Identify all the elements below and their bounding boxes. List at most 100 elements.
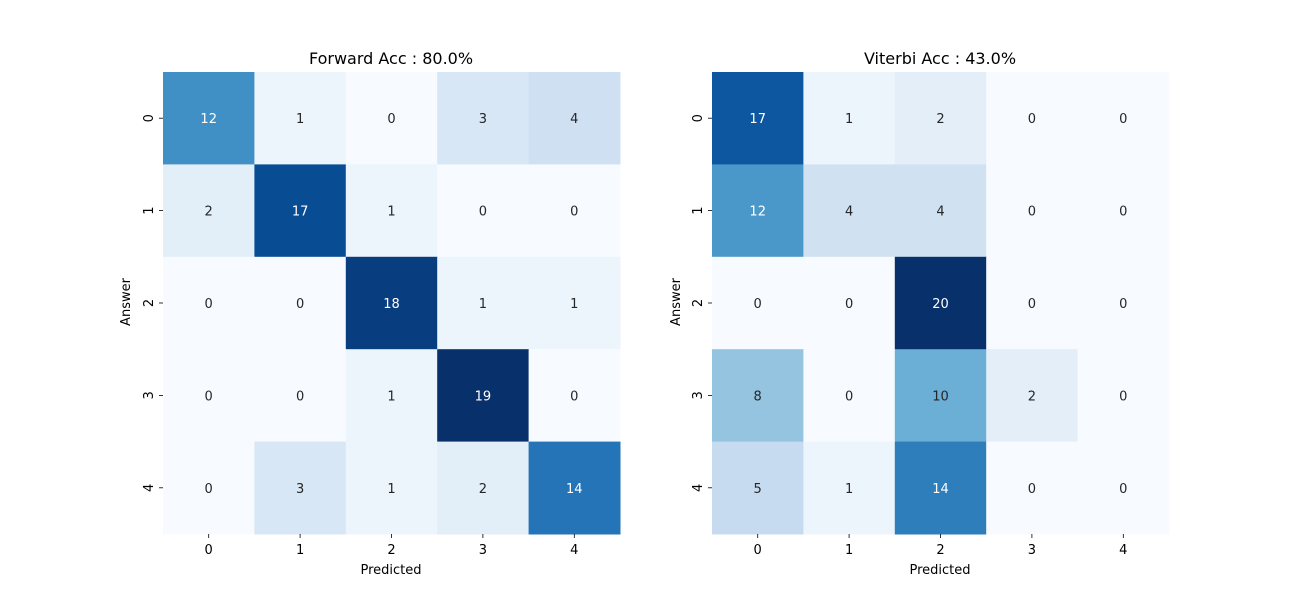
viterbi-cell-r2-c4 <box>1077 256 1170 350</box>
forward-x-tick-label-3: 3 <box>479 543 487 558</box>
forward-cell-value-r4-c3: 2 <box>479 482 487 497</box>
forward-cell-r4-c4 <box>528 441 621 535</box>
viterbi-chart-title: Viterbi Acc : 43.0% <box>864 49 1016 68</box>
forward-cell-value-r2-c1: 0 <box>296 297 304 312</box>
forward-y-tick-label-0: 0 <box>142 114 157 122</box>
viterbi-cell-r0-c2 <box>894 72 987 165</box>
forward-cell-value-r4-c0: 0 <box>205 482 213 497</box>
forward-y-tick-label-2: 2 <box>142 299 157 307</box>
forward-cell-value-r4-c1: 3 <box>296 482 304 497</box>
forward-cell-value-r2-c2: 18 <box>383 297 400 312</box>
forward-cell-r0-c1 <box>254 72 347 165</box>
viterbi-cell-r4-c4 <box>1077 441 1170 535</box>
forward-cell-value-r3-c3: 19 <box>475 389 492 404</box>
viterbi-cell-value-r3-c0: 8 <box>754 389 762 404</box>
viterbi-cell-value-r2-c0: 0 <box>754 297 762 312</box>
forward-y-tick-label-3: 3 <box>142 391 157 399</box>
forward-x-axis-label: Predicted <box>360 563 421 578</box>
viterbi-cell-value-r3-c1: 0 <box>845 389 853 404</box>
forward-cell-value-r0-c2: 0 <box>387 112 395 127</box>
viterbi-cell-value-r2-c1: 0 <box>845 297 853 312</box>
viterbi-cell-r4-c3 <box>986 441 1079 535</box>
viterbi-y-tick-label-1: 1 <box>691 206 706 214</box>
forward-x-tick-label-4: 4 <box>570 543 578 558</box>
forward-cell-r1-c3 <box>437 164 530 258</box>
forward-cell-r4-c3 <box>437 441 530 535</box>
viterbi-cell-r1-c4 <box>1077 164 1170 258</box>
viterbi-cell-value-r0-c1: 1 <box>845 112 853 127</box>
viterbi-y-ticks: 0 1 2 3 4 <box>691 114 712 492</box>
forward-cell-r0-c2 <box>345 72 438 165</box>
viterbi-cell-r3-c4 <box>1077 349 1170 443</box>
viterbi-x-tick-label-1: 1 <box>845 543 853 558</box>
viterbi-y-tick-label-3: 3 <box>691 391 706 399</box>
viterbi-cell-value-r2-c4: 0 <box>1119 297 1127 312</box>
viterbi-cell-value-r1-c4: 0 <box>1119 205 1127 220</box>
viterbi-cell-value-r1-c0: 12 <box>749 205 766 220</box>
forward-y-ticks: 0 1 2 3 4 <box>142 114 163 492</box>
viterbi-cell-r2-c1 <box>803 256 896 350</box>
forward-heatmap-panel: Forward Acc : 80.0% 12 1 0 3 42 17 1 0 00 0 18 1 10 0… <box>119 49 621 578</box>
forward-cell-value-r0-c3: 3 <box>479 112 487 127</box>
forward-cell-r3-c1 <box>254 349 347 443</box>
viterbi-cell-value-r0-c4: 0 <box>1119 112 1127 127</box>
forward-cell-value-r1-c1: 17 <box>292 205 309 220</box>
viterbi-x-tick-label-4: 4 <box>1119 543 1127 558</box>
forward-cell-value-r0-c4: 4 <box>570 112 578 127</box>
viterbi-y-tick-label-0: 0 <box>691 114 706 122</box>
viterbi-y-tick-label-2: 2 <box>691 299 706 307</box>
viterbi-x-ticks: 0 1 2 3 4 <box>754 534 1127 558</box>
forward-y-tick-label-1: 1 <box>142 206 157 214</box>
viterbi-cell-r3-c1 <box>803 349 896 443</box>
forward-cell-value-r2-c0: 0 <box>205 297 213 312</box>
forward-cell-r4-c2 <box>345 441 438 535</box>
viterbi-cell-r3-c0 <box>712 349 804 443</box>
viterbi-cell-value-r0-c0: 17 <box>749 112 766 127</box>
viterbi-cell-value-r4-c3: 0 <box>1028 482 1036 497</box>
viterbi-cell-r0-c3 <box>986 72 1079 165</box>
viterbi-cell-value-r4-c2: 14 <box>932 482 949 497</box>
viterbi-cell-value-r1-c3: 0 <box>1028 205 1036 220</box>
viterbi-cell-value-r0-c3: 0 <box>1028 112 1036 127</box>
viterbi-cell-r1-c1 <box>803 164 896 258</box>
forward-cell-r2-c4 <box>528 256 621 350</box>
viterbi-cell-value-r4-c1: 1 <box>845 482 853 497</box>
forward-cell-r4-c1 <box>254 441 347 535</box>
forward-cell-value-r3-c2: 1 <box>387 389 395 404</box>
forward-cell-r1-c1 <box>254 164 347 258</box>
viterbi-cell-value-r4-c0: 5 <box>754 482 762 497</box>
viterbi-cell-r1-c3 <box>986 164 1079 258</box>
forward-cell-value-r3-c1: 0 <box>296 389 304 404</box>
forward-cell-value-r2-c3: 1 <box>479 297 487 312</box>
forward-cell-value-r2-c4: 1 <box>570 297 578 312</box>
forward-cell-r4-c0 <box>163 441 255 535</box>
forward-cell-value-r4-c4: 14 <box>566 482 583 497</box>
viterbi-x-tick-label-2: 2 <box>936 543 944 558</box>
viterbi-cell-r4-c2 <box>894 441 987 535</box>
forward-x-tick-label-1: 1 <box>296 543 304 558</box>
forward-heatmap-cells: 12 1 0 3 42 17 1 0 00 0 18 1 10 0 1 19 00 3 1 2 14 <box>163 72 621 535</box>
viterbi-cell-r2-c3 <box>986 256 1079 350</box>
viterbi-x-axis-label: Predicted <box>909 563 970 578</box>
forward-cell-value-r1-c2: 1 <box>387 205 395 220</box>
forward-cell-r3-c2 <box>345 349 438 443</box>
viterbi-cell-value-r1-c2: 4 <box>936 205 944 220</box>
viterbi-x-tick-label-3: 3 <box>1028 543 1036 558</box>
viterbi-cell-value-r3-c4: 0 <box>1119 389 1127 404</box>
viterbi-cell-value-r2-c3: 0 <box>1028 297 1036 312</box>
viterbi-cell-r3-c3 <box>986 349 1079 443</box>
forward-cell-r0-c0 <box>163 72 255 165</box>
forward-cell-r0-c4 <box>528 72 621 165</box>
viterbi-cell-r0-c0 <box>712 72 804 165</box>
forward-cell-r2-c1 <box>254 256 347 350</box>
forward-cell-value-r1-c3: 0 <box>479 205 487 220</box>
viterbi-cell-r2-c0 <box>712 256 804 350</box>
forward-cell-value-r4-c2: 1 <box>387 482 395 497</box>
viterbi-cell-value-r3-c2: 10 <box>932 389 949 404</box>
forward-cell-value-r3-c0: 0 <box>205 389 213 404</box>
viterbi-cell-r0-c1 <box>803 72 896 165</box>
viterbi-cell-r1-c0 <box>712 164 804 258</box>
forward-cell-r1-c2 <box>345 164 438 258</box>
forward-cell-value-r1-c0: 2 <box>205 205 213 220</box>
